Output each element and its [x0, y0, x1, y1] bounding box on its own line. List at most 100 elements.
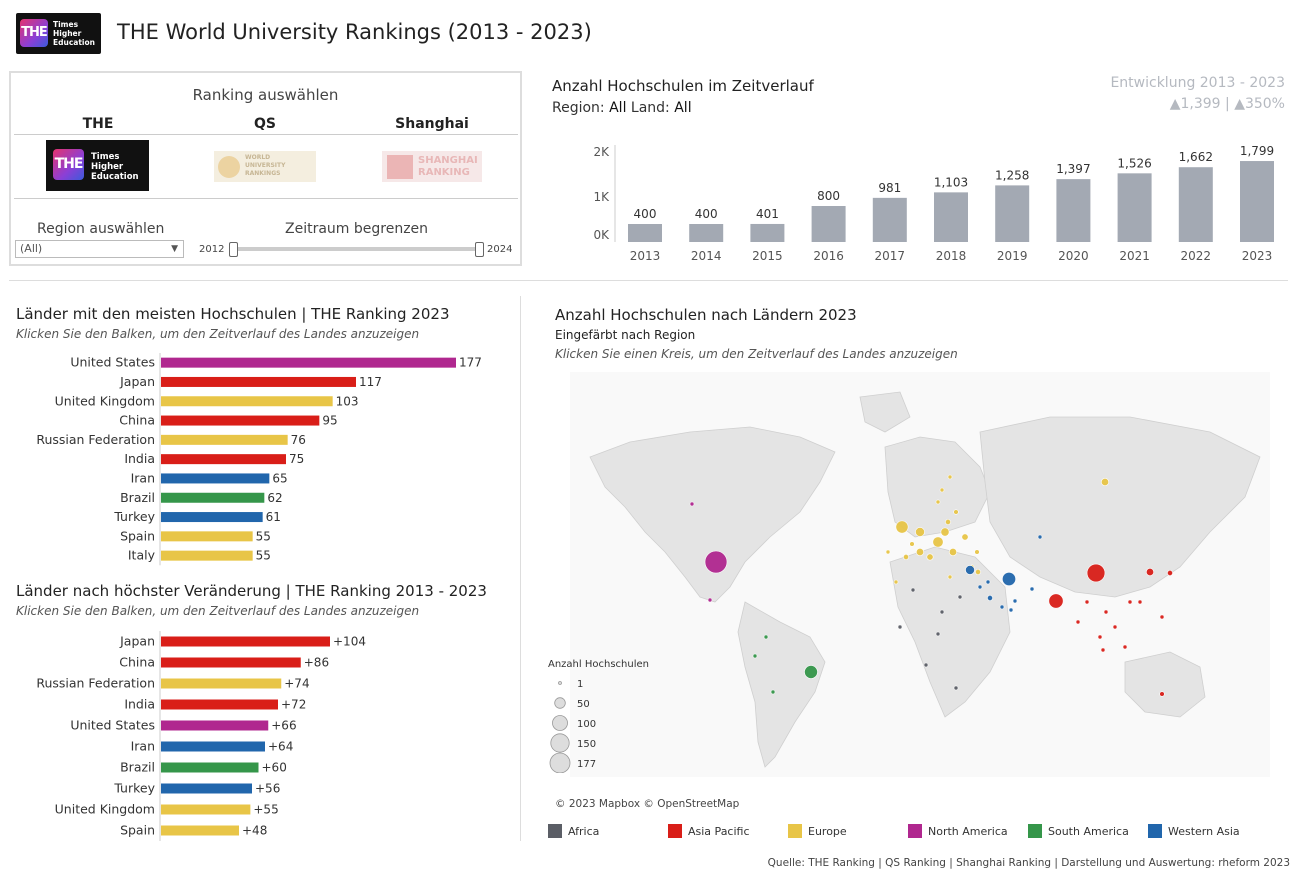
map-hint: Klicken Sie einen Kreis, um den Zeitverl…: [555, 347, 958, 361]
country-bubble: [949, 548, 957, 556]
period-slider-end-handle[interactable]: [475, 242, 484, 257]
region-legend-item[interactable]: Western Asia: [1148, 824, 1240, 838]
timeline-ytick: 0K: [593, 228, 610, 242]
timeline-xtick: 2014: [691, 249, 722, 263]
timeline-bar-label: 1,662: [1179, 150, 1213, 164]
country-bubble: [926, 553, 934, 561]
bar-category-label: Japan: [119, 634, 155, 649]
bar-value-label: +86: [304, 656, 329, 670]
country-bubble: [1084, 599, 1090, 605]
timeline-bar-label: 1,397: [1056, 162, 1090, 176]
country-bubble: [1122, 644, 1128, 650]
country-bubble: [707, 597, 713, 603]
country-bar: [161, 720, 269, 731]
country-bubble: [1008, 607, 1014, 613]
timeline-filter: Region: All Land: All: [552, 100, 692, 116]
region-legend-swatch: [668, 824, 682, 838]
country-bar: [161, 415, 320, 426]
bar-category-label: Iran: [131, 739, 155, 754]
country-bubble: [704, 550, 728, 574]
region-legend-swatch: [908, 824, 922, 838]
country-bar: [161, 531, 253, 542]
country-bar: [161, 804, 251, 815]
timeline-xtick: 2018: [936, 249, 967, 263]
top-countries-title: Länder mit den meisten Hochschulen | THE…: [16, 305, 450, 323]
region-legend-item[interactable]: Europe: [788, 824, 847, 838]
region-legend-item[interactable]: Africa: [548, 824, 599, 838]
country-bubble: [1167, 570, 1173, 576]
period-slider-track[interactable]: [234, 247, 479, 251]
map-bubble-layer[interactable]: [570, 372, 1270, 777]
timeline-bar: [934, 192, 968, 242]
region-dropdown-value: (All): [20, 242, 43, 255]
change-countries-bar-chart[interactable]: Japan +104 China +86 Russian Federation +74 In…: [10, 631, 510, 843]
country-bubble: [1137, 599, 1143, 605]
timeline-bar-chart[interactable]: 0K 1K 2K 400 2013 400 2014 401 2015 800 2016 981 201…: [580, 140, 1290, 270]
australia-shape: [1124, 651, 1206, 718]
timeline-bar: [872, 197, 907, 242]
times-higher-education-logo: THE Times Higher Education: [16, 13, 101, 54]
tab-the[interactable]: THE: [82, 116, 114, 132]
bar-value-label: 55: [256, 549, 271, 563]
map-subtitle: Eingefärbt nach Region: [555, 328, 696, 342]
timeline-ytick: 2K: [593, 145, 610, 159]
world-map-svg: [589, 391, 1261, 768]
country-bubble: [1127, 599, 1133, 605]
country-bar: [161, 699, 278, 710]
country-bubble: [1037, 534, 1043, 540]
timeline-xtick: 2023: [1242, 249, 1273, 263]
bar-value-label: 76: [291, 433, 306, 447]
size-legend-circle: [552, 715, 568, 731]
bar-category-label: United States: [70, 355, 155, 370]
country-bubble: [909, 541, 915, 547]
country-bubble: [1100, 647, 1106, 653]
country-bubble: [1012, 598, 1018, 604]
country-bubble: [947, 474, 953, 480]
period-slider-start-handle[interactable]: [229, 242, 238, 257]
the-logo-mark: THE: [20, 19, 48, 47]
country-bubble: [893, 579, 899, 585]
country-bubble: [953, 685, 959, 691]
region-legend-label: Asia Pacific: [688, 824, 750, 838]
top-countries-bar-chart[interactable]: United States 177 Japan 117 United Kingdom 10…: [10, 353, 510, 568]
timeline-ytick: 1K: [593, 190, 610, 204]
bar-category-label: United Kingdom: [55, 393, 155, 408]
timeline-bar: [750, 223, 785, 242]
region-legend-item[interactable]: North America: [908, 824, 1008, 838]
qs-ranking-logo-button[interactable]: WORLD UNIVERSITY RANKINGS: [214, 151, 316, 182]
change-countries-subtitle: Klicken Sie den Balken, um den Zeitverla…: [16, 604, 420, 618]
country-bubble: [1086, 563, 1106, 583]
country-bubble: [1002, 572, 1016, 586]
region-legend-item[interactable]: Asia Pacific: [668, 824, 750, 838]
bar-category-label: United States: [70, 718, 155, 733]
bar-value-label: 75: [289, 452, 304, 466]
bar-value-label: 62: [267, 491, 282, 505]
size-legend-label: 177: [577, 759, 596, 770]
qs-logo-mark: [218, 156, 240, 178]
country-bubble: [945, 519, 951, 525]
country-bubble: [689, 501, 695, 507]
timeline-bar-label: 1,258: [995, 168, 1029, 182]
region-legend-swatch: [1148, 824, 1162, 838]
size-legend-label: 1: [577, 679, 583, 690]
country-bar: [161, 396, 333, 407]
shanghai-ranking-logo-button[interactable]: SHANGHAI RANKING: [382, 151, 482, 182]
region-legend-item[interactable]: South America: [1028, 824, 1129, 838]
country-bubble: [1159, 614, 1165, 620]
country-bubble: [953, 509, 959, 515]
change-countries-title: Länder nach höchster Veränderung | THE R…: [16, 582, 487, 600]
region-legend-swatch: [548, 824, 562, 838]
country-bubble: [1048, 593, 1064, 609]
country-bubble: [770, 689, 776, 695]
country-bubble: [977, 584, 983, 590]
bar-value-label: +64: [268, 740, 293, 754]
tab-shanghai[interactable]: Shanghai: [395, 116, 469, 132]
the-logo-mark: THE: [53, 149, 84, 180]
the-ranking-logo-button[interactable]: THE Times Higher Education: [46, 140, 149, 191]
region-dropdown[interactable]: (All) ▼: [15, 240, 184, 258]
tab-qs[interactable]: QS: [254, 116, 276, 132]
world-map[interactable]: [570, 372, 1270, 777]
timeline-bar-label: 800: [817, 189, 840, 203]
region-legend-swatch: [1028, 824, 1042, 838]
